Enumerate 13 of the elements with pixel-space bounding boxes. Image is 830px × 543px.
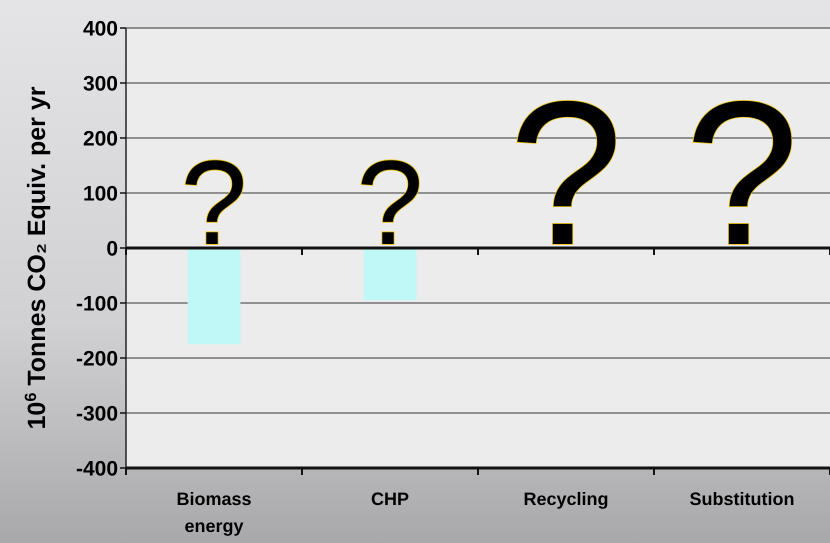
x-tick-label: Substitution: [690, 489, 794, 509]
y-tick-label: 100: [82, 182, 118, 206]
y-tick-label: 400: [82, 17, 118, 40]
y-tick-label: -200: [76, 347, 118, 370]
y-tick-label: -300: [76, 402, 118, 426]
x-tick-label: Recycling: [523, 489, 609, 509]
y-tick-label: 0: [106, 237, 118, 260]
y-tick-label: -400: [76, 457, 118, 480]
y-tick-label: 200: [82, 127, 118, 150]
x-tick-label: Biomass energy: [176, 489, 252, 536]
y-tick-label: 300: [82, 72, 118, 96]
x-tick-label: CHP: [370, 489, 410, 509]
y-tick-label: -100: [76, 292, 118, 316]
